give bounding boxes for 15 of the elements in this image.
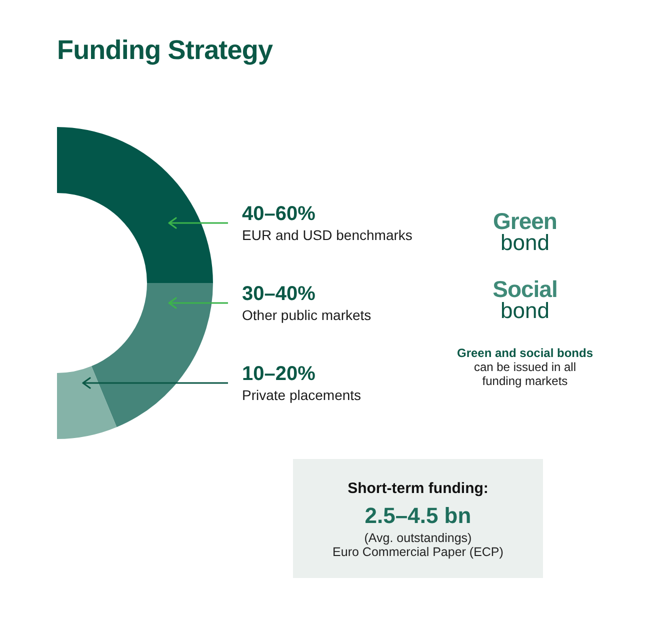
text: Short-term funding: [346,480,490,498]
text: can be issued in all funding markets [473,360,577,388]
data-label: 40–60% [242,203,316,225]
slice-label: Other public markets [242,307,372,323]
slice-label: Private placements [242,387,362,403]
text: Green bond [492,208,558,255]
text: 2.5–4.5 bn [364,503,472,528]
data-label: 10–20% [242,363,316,385]
data-label: 30–40% [242,283,316,305]
slice-label: EUR and USD benchmarks [242,227,412,243]
text: Euro Commercial Paper (ECP) [332,545,504,559]
text: Social bond [492,276,558,323]
chart-title: Funding Strategy [57,35,273,66]
text: (Avg. outstandings) [363,531,473,545]
text: Green and social bonds [456,346,594,360]
